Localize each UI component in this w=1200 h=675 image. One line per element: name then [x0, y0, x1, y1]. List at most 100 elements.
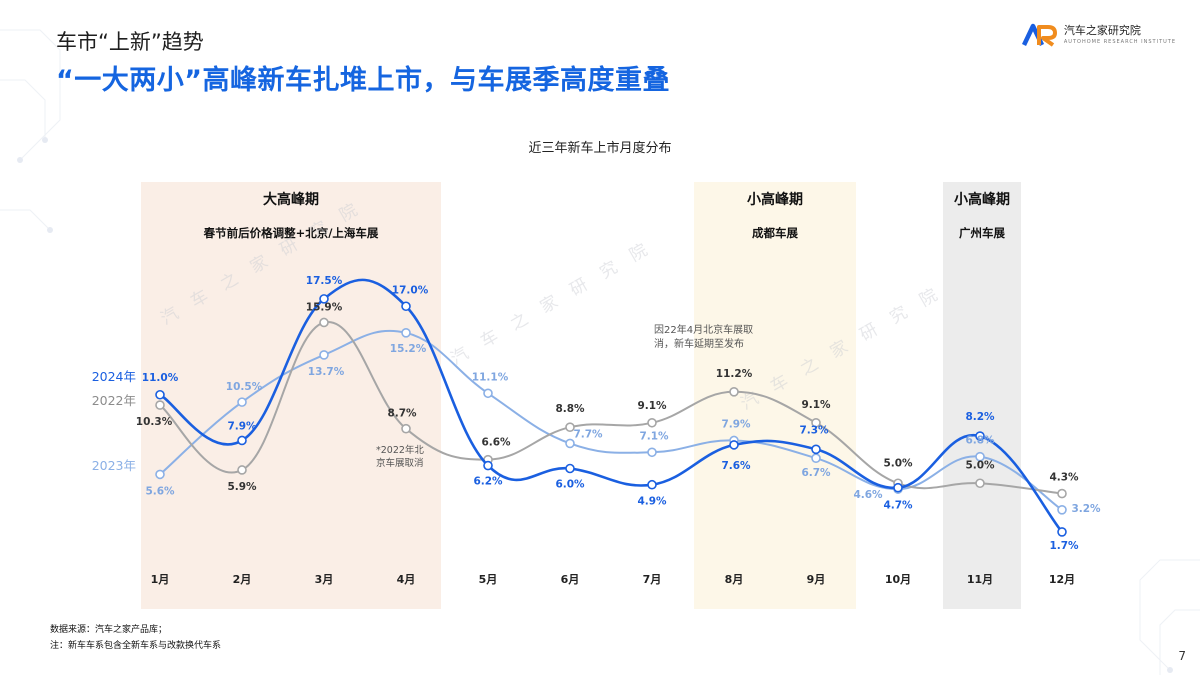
value-label: 4.7% [883, 500, 913, 512]
x-tick-label: 9月 [807, 573, 826, 586]
data-point [319, 350, 329, 360]
peak-band-title: 小高峰期 [954, 191, 1010, 208]
annotation-text: 因22年4月北京车展取 [654, 323, 753, 336]
value-label: 7.3% [799, 424, 829, 436]
data-point [729, 440, 739, 450]
value-label: 7.1% [639, 430, 669, 442]
value-label: 6.6% [481, 437, 511, 449]
data-point [893, 482, 903, 493]
data-point [155, 389, 165, 400]
value-label: 8.8% [555, 403, 585, 415]
value-label: 11.0% [142, 372, 179, 384]
peak-band-title: 小高峰期 [747, 191, 803, 208]
value-label: 6.7% [801, 467, 831, 479]
value-label: 5.6% [145, 485, 175, 497]
footnote-note: 注：新车车系包含全新车系与改款换代车系 [50, 641, 222, 651]
value-labels-2024年: 11.0% 7.9% 17.5% 17.0% 6.2% 6.0% 4.9% 7.6% 7.3% 4… [142, 275, 1079, 552]
x-tick-label: 10月 [885, 573, 911, 586]
value-label: 15.9% [306, 301, 343, 313]
value-label: 8.7% [387, 408, 417, 420]
watermark-text: 汽 车 之 家 研 究 院 [448, 237, 657, 369]
data-point [811, 444, 821, 455]
data-point [483, 388, 493, 399]
brand-logo: 汽车之家研究院 AUTOHOME RESEARCH INSTITUTE [1021, 22, 1176, 48]
data-point [155, 400, 165, 410]
x-tick-label: 3月 [315, 573, 334, 586]
data-point [811, 453, 821, 463]
data-point [237, 435, 247, 446]
section-title: 车市“上新”趋势 [56, 30, 204, 54]
peak-band [141, 182, 441, 609]
value-label: 11.1% [472, 371, 509, 383]
annotation-text: 京车展取消 [376, 457, 424, 469]
value-label: 3.2% [1071, 503, 1101, 515]
peak-band-subtitle: 成都车展 [752, 226, 798, 240]
data-point [811, 417, 821, 428]
value-labels-2022年: 10.3% 5.9% 15.9% 8.7% 6.6% 8.8% 9.1% 11.2% 9.1% 5… [136, 301, 1079, 493]
page-number: 7 [1178, 649, 1186, 663]
x-tick-label: 8月 [725, 573, 744, 586]
value-labels-2023年: 5.6% 10.5% 13.7% 15.2% 11.1% 7.7% 7.1% 7.9% 6.7%… [145, 343, 1101, 515]
peak-band-title: 大高峰期 [263, 191, 319, 208]
value-label: 4.6% [853, 489, 883, 501]
data-point [237, 465, 247, 475]
series-name-label: 2022年 [92, 393, 136, 408]
peak-band-subtitle: 广州车展 [959, 226, 1005, 240]
x-tick-label: 5月 [479, 573, 498, 586]
x-tick-label: 1月 [151, 573, 170, 586]
value-label: 8.2% [965, 411, 995, 423]
value-label: 15.2% [390, 343, 427, 355]
value-label: 17.5% [306, 275, 343, 287]
value-label: 7.9% [721, 418, 751, 430]
annotation-text: *2022年北 [376, 444, 424, 456]
data-point [237, 397, 247, 407]
value-label: 7.7% [573, 428, 603, 440]
series-name-label: 2023年 [92, 458, 136, 473]
data-point [155, 469, 165, 480]
data-point [401, 301, 411, 312]
value-label: 5.0% [965, 459, 995, 471]
series-line [159, 329, 1063, 511]
data-point [401, 423, 411, 434]
value-label: 11.2% [716, 368, 753, 380]
value-label: 5.0% [883, 457, 913, 469]
data-point [483, 460, 493, 471]
autohome-logo-icon [1021, 23, 1057, 47]
data-point [565, 422, 575, 433]
chart-title: 近三年新车上市月度分布 [528, 141, 672, 156]
value-label: 13.7% [308, 366, 345, 378]
data-point [319, 294, 329, 304]
value-label: 17.0% [392, 284, 429, 296]
annotation-text: 消，新车延期至发布 [654, 337, 744, 350]
value-label: 6.8% [965, 435, 995, 447]
value-label: 10.5% [226, 381, 263, 393]
series-line [159, 278, 1063, 533]
data-point [975, 431, 985, 441]
value-label: 6.0% [555, 479, 585, 491]
page-headline: “一大两小”高峰新车扎堆上市，与车展季高度重叠 [56, 65, 670, 96]
peak-band [694, 182, 856, 609]
x-tick-label: 7月 [643, 573, 662, 586]
data-point [647, 417, 657, 428]
footnote-source: 数据来源：汽车之家产品库； [50, 625, 168, 635]
value-label: 7.6% [721, 460, 751, 472]
value-label: 4.9% [637, 496, 667, 508]
value-label: 10.3% [136, 416, 173, 428]
data-point [975, 451, 985, 462]
data-point [647, 447, 657, 458]
x-tick-label: 4月 [397, 573, 416, 586]
logo-text: 汽车之家研究院 [1063, 24, 1141, 37]
x-tick-label: 11月 [967, 573, 993, 586]
peak-band [943, 182, 1021, 609]
value-label: 7.9% [227, 420, 257, 432]
data-point [647, 479, 657, 490]
value-label: 9.1% [801, 399, 831, 411]
x-axis: 1月 2月 3月 4月 5月 6月 7月 8月 9月 10月 11月 12月 [151, 573, 1075, 586]
x-tick-label: 2月 [233, 573, 252, 586]
x-tick-label: 6月 [561, 573, 580, 586]
data-point [729, 386, 739, 397]
data-point [565, 463, 575, 474]
data-point [1057, 527, 1067, 537]
